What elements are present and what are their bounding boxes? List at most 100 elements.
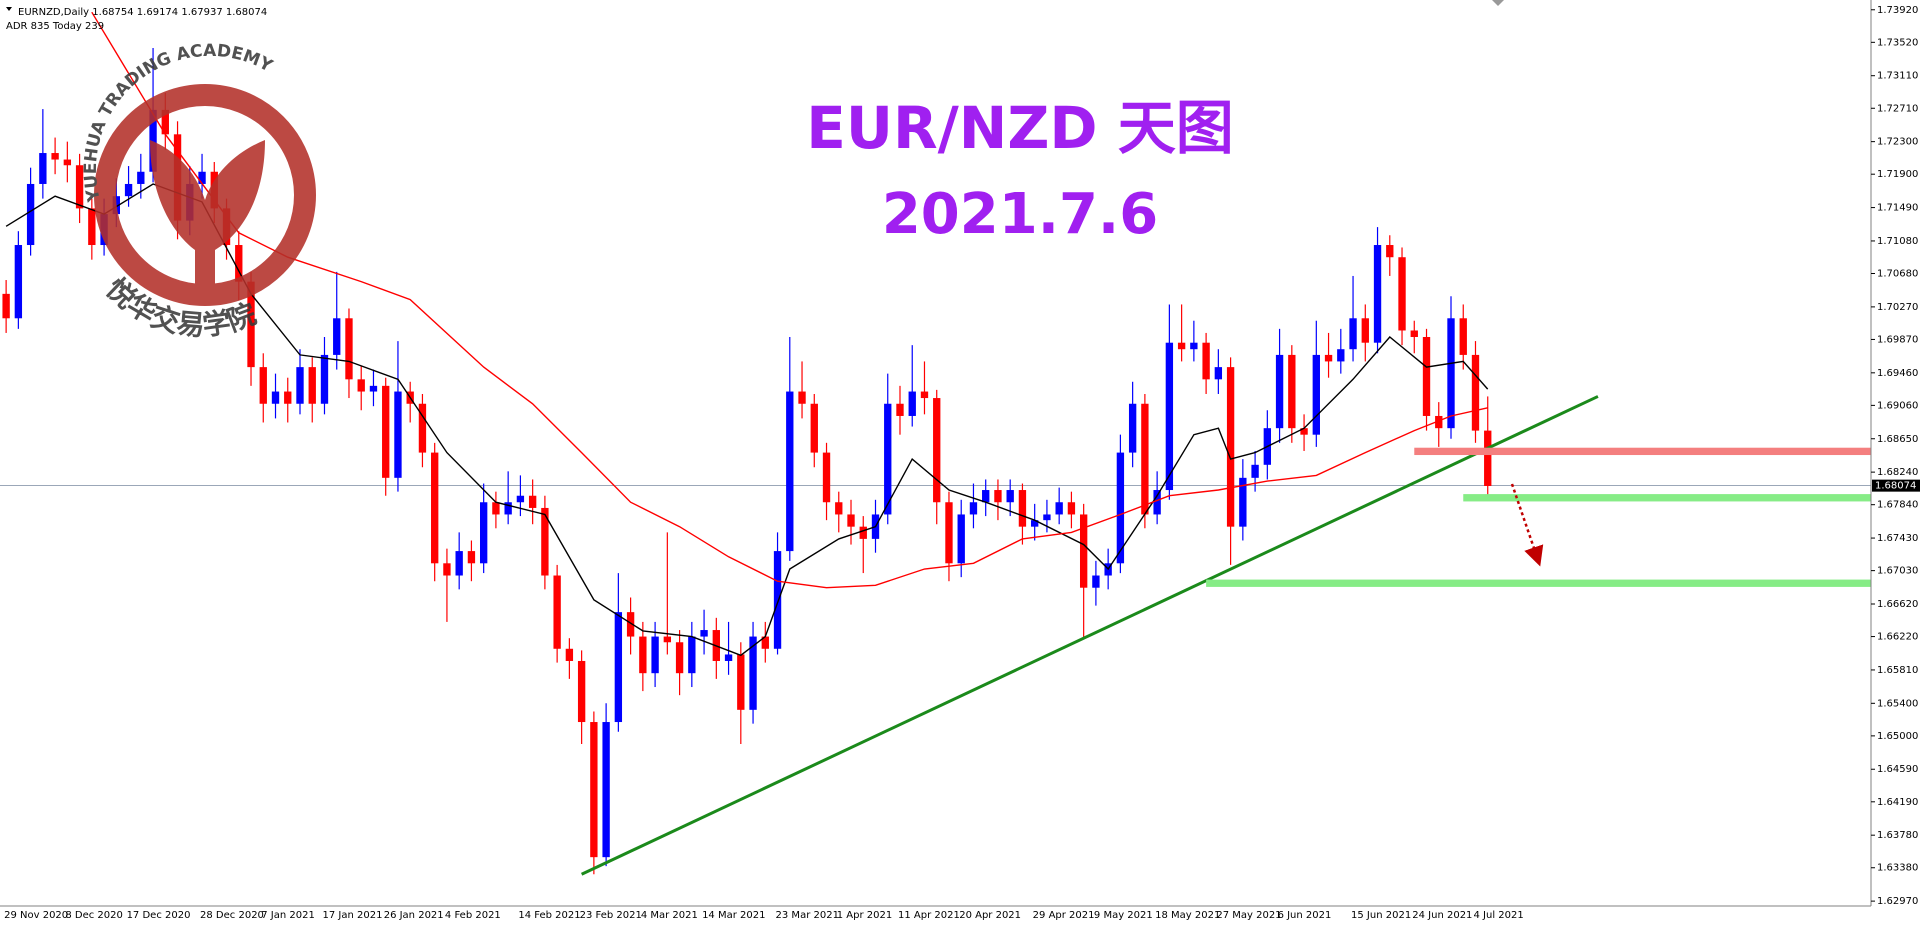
candle-body xyxy=(345,318,353,380)
candle-body xyxy=(908,391,916,416)
candle-body xyxy=(51,153,59,160)
moving-average xyxy=(5,183,1489,657)
candle-body xyxy=(394,391,402,478)
y-tick-label: 1.63380 xyxy=(1877,863,1918,874)
candle-body xyxy=(810,403,818,453)
candle-body xyxy=(675,642,684,674)
price-zone xyxy=(1414,447,1871,456)
x-tick-label: 27 May 2021 xyxy=(1216,910,1281,921)
candle-body xyxy=(1251,464,1259,478)
candle-body xyxy=(1214,367,1223,380)
x-tick-label: 17 Jan 2021 xyxy=(322,910,382,921)
candle-body xyxy=(1275,354,1284,429)
candle-body xyxy=(884,403,892,515)
candle-body xyxy=(688,636,696,674)
candle-body xyxy=(1300,428,1308,435)
candle-body xyxy=(2,293,10,319)
candle-body xyxy=(198,171,206,184)
candle-body xyxy=(1128,403,1137,453)
candle-body xyxy=(467,551,476,564)
y-tick-label: 1.69060 xyxy=(1877,400,1918,411)
y-tick-label: 1.65000 xyxy=(1877,731,1918,742)
candle-body xyxy=(957,514,965,564)
candle-body xyxy=(14,245,23,319)
candle-body xyxy=(602,722,610,858)
y-tick-label: 1.72710 xyxy=(1877,103,1918,114)
x-tick-label: 8 Dec 2020 xyxy=(65,910,123,921)
trendline xyxy=(580,395,1599,876)
candle-body xyxy=(1165,342,1174,491)
candle-body xyxy=(859,526,867,539)
candle-body xyxy=(1422,337,1431,416)
x-tick-label: 23 Mar 2021 xyxy=(776,910,839,921)
y-tick-label: 1.64190 xyxy=(1877,797,1918,808)
candle-body xyxy=(1386,245,1394,258)
price-box-label: 1.68074 xyxy=(1875,481,1916,492)
candle-body xyxy=(1349,318,1357,350)
candle-body xyxy=(1471,354,1480,431)
candle-body xyxy=(920,391,929,399)
candle-body xyxy=(516,495,525,503)
forecast-arrow xyxy=(1510,483,1544,567)
candle-body xyxy=(284,391,292,404)
scroll-marker xyxy=(1492,0,1504,6)
header-arrow xyxy=(6,7,12,11)
candle-body xyxy=(1031,520,1039,527)
candle-body xyxy=(308,367,316,404)
candle-body xyxy=(369,385,378,392)
y-tick-label: 1.70270 xyxy=(1877,302,1918,313)
y-tick-label: 1.64590 xyxy=(1877,764,1918,775)
chart-subtitle: 2021.7.6 xyxy=(882,182,1158,247)
candle-body xyxy=(1226,367,1235,527)
y-tick-label: 1.67430 xyxy=(1877,533,1918,544)
candle-body xyxy=(479,502,488,564)
candle-body xyxy=(1373,245,1382,343)
candle-body xyxy=(1177,342,1186,350)
candle-body xyxy=(1055,502,1063,515)
candle-body xyxy=(1092,575,1100,588)
candle-body xyxy=(88,208,96,246)
candle-body xyxy=(773,551,782,649)
y-tick-label: 1.73520 xyxy=(1877,37,1918,48)
candle-body xyxy=(590,722,598,858)
candle-body xyxy=(137,171,145,184)
moving-average xyxy=(91,11,1488,589)
header: EURNZD,Daily 1.68754 1.69174 1.67937 1.6… xyxy=(18,7,267,18)
candle-body xyxy=(1043,514,1051,521)
candle-body xyxy=(259,367,267,404)
y-tick-label: 1.73920 xyxy=(1877,5,1918,16)
candle-body xyxy=(1079,514,1088,588)
candle-body xyxy=(75,165,84,209)
candle-body xyxy=(1398,257,1406,331)
y-tick-label: 1.71900 xyxy=(1877,169,1918,180)
candle-body xyxy=(786,391,794,552)
candle-body xyxy=(455,551,463,576)
candle-body xyxy=(418,403,427,453)
x-tick-label: 20 Apr 2021 xyxy=(959,910,1021,921)
candle-body xyxy=(737,654,745,710)
candle-body xyxy=(982,490,990,503)
candle-body xyxy=(1202,342,1210,380)
candle-body xyxy=(247,281,255,368)
x-tick-label: 29 Nov 2020 xyxy=(4,910,68,921)
y-tick-label: 1.68650 xyxy=(1877,434,1918,445)
candle-body xyxy=(822,452,831,503)
candle-body xyxy=(1006,490,1014,503)
candle-body xyxy=(1153,490,1161,515)
candle-body xyxy=(1435,415,1443,429)
candle-body xyxy=(945,502,953,564)
candle-body xyxy=(333,318,341,355)
candle-body xyxy=(149,109,157,172)
x-tick-label: 4 Jul 2021 xyxy=(1473,910,1523,921)
candle-body xyxy=(663,636,672,643)
candle-body xyxy=(847,514,855,527)
candle-body xyxy=(724,654,733,661)
candle-body xyxy=(651,636,659,674)
y-tick-label: 1.62970 xyxy=(1877,896,1918,907)
price-zone xyxy=(1206,579,1871,587)
x-tick-label: 29 Apr 2021 xyxy=(1033,910,1095,921)
candle-body xyxy=(1116,452,1125,564)
plot-area xyxy=(0,11,1871,876)
y-tick-label: 1.63780 xyxy=(1877,830,1918,841)
y-tick-label: 1.71490 xyxy=(1877,203,1918,214)
